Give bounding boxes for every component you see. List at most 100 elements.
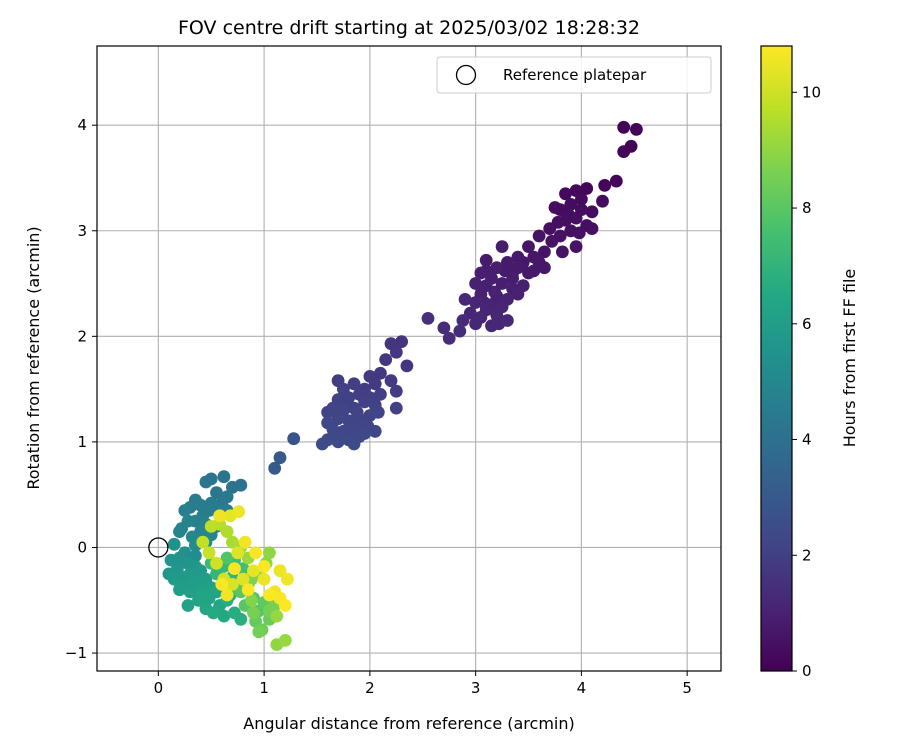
scatter-point: [495, 240, 509, 254]
scatter-point: [167, 572, 181, 586]
legend-marker-reference: [455, 64, 477, 86]
scatter-point: [469, 296, 482, 309]
scatter-point: [241, 583, 255, 597]
scatter-point: [263, 546, 276, 560]
scatter-point: [315, 437, 329, 451]
scatter-point: [228, 562, 241, 575]
scatter-point: [210, 556, 223, 570]
scatter-point: [479, 253, 493, 267]
scatter-point: [569, 211, 583, 225]
scatter-point: [358, 427, 371, 440]
scatter-point: [469, 277, 482, 290]
scatter-point: [395, 335, 408, 348]
scatter-point: [384, 374, 398, 388]
scatter-point: [469, 317, 482, 331]
scatter-point: [474, 266, 488, 280]
scatter-point: [543, 222, 557, 236]
scatter-point: [273, 564, 287, 578]
scatter-point: [538, 261, 551, 275]
scatter-point: [389, 401, 403, 415]
scatter-point: [232, 505, 246, 518]
x-tick-label: 5: [682, 679, 692, 697]
scatter-point: [287, 432, 301, 446]
scatter-point: [363, 370, 377, 383]
scatter-point: [548, 201, 562, 214]
scatter-point: [337, 382, 350, 396]
scatter-point: [217, 609, 231, 623]
y-tick-label: 2: [77, 327, 87, 345]
scatter-point: [495, 277, 509, 290]
scatter-point: [559, 187, 572, 201]
scatter-point: [617, 145, 631, 159]
scatter-point: [617, 120, 631, 134]
scatter-point: [204, 520, 218, 533]
scatter-point: [181, 599, 195, 612]
scatter-point: [522, 240, 535, 254]
scatter-point: [196, 588, 210, 602]
scatter-point: [569, 240, 583, 254]
grid: [97, 46, 721, 671]
scatter-point: [278, 634, 292, 647]
scatter-point: [532, 229, 546, 243]
y-tick-label: 4: [77, 116, 87, 134]
scatter-point: [210, 486, 223, 499]
scatter-point: [585, 222, 599, 236]
scatter-point: [347, 437, 361, 451]
scatter-point: [217, 470, 231, 484]
scatter-point: [490, 261, 504, 275]
scatter-point: [488, 285, 502, 299]
scatter-point: [630, 122, 643, 136]
colorbar-frame: [760, 45, 793, 672]
scatter-point: [206, 606, 220, 620]
scatter-point: [347, 377, 361, 391]
scatter-point: [278, 599, 292, 612]
scatter-point: [545, 234, 559, 248]
scatter-point: [231, 546, 245, 560]
scatter-points: [162, 120, 643, 651]
y-tick-label: 3: [77, 222, 87, 240]
colorbar-ticks: 0 2 4 6 8 10: [792, 83, 821, 680]
scatter-point: [522, 266, 535, 280]
scatter-point: [456, 314, 470, 327]
scatter-point: [374, 388, 387, 401]
scatter-point: [273, 451, 287, 465]
scatter-point: [580, 182, 594, 195]
scatter-point: [358, 395, 371, 409]
y-axis-label: Rotation from reference (arcmin): [24, 226, 43, 489]
y-axis-ticks: −1 0 1 2 3 4: [65, 116, 97, 662]
colorbar-tick-label: 10: [802, 83, 821, 101]
scatter-point: [511, 250, 525, 264]
colorbar-tick-label: 2: [802, 546, 812, 564]
scatter-point: [226, 480, 239, 494]
scatter-point: [511, 261, 525, 275]
scatter-point: [167, 537, 181, 551]
x-tick-label: 0: [154, 679, 164, 697]
scatter-point: [173, 525, 186, 538]
scatter-point: [331, 412, 345, 426]
scatter-point: [202, 546, 216, 560]
scatter-point: [585, 205, 599, 219]
scatter-point: [437, 321, 451, 335]
scatter-point: [389, 345, 403, 359]
scatter-point: [236, 572, 250, 586]
scatter-point: [245, 593, 258, 607]
colorbar-label: Hours from first FF file: [840, 269, 859, 448]
scatter-point: [506, 271, 519, 285]
legend: Reference platepar: [436, 56, 712, 94]
scatter-point: [252, 625, 266, 639]
scatter-point: [238, 535, 252, 549]
scatter-point: [598, 179, 612, 192]
scatter-point: [374, 366, 387, 380]
scatter-point: [389, 384, 403, 398]
scatter-point: [501, 314, 514, 327]
scatter-point: [183, 585, 197, 599]
x-tick-label: 4: [577, 679, 587, 697]
scatter-point: [511, 287, 525, 301]
colorbar-tick-label: 4: [802, 431, 812, 449]
scatter-point: [371, 405, 385, 419]
scatter-point: [247, 564, 260, 578]
y-tick-label: −1: [65, 644, 87, 662]
scatter-point: [226, 578, 239, 591]
x-axis-ticks: 0 1 2 3 4 5: [154, 671, 692, 697]
